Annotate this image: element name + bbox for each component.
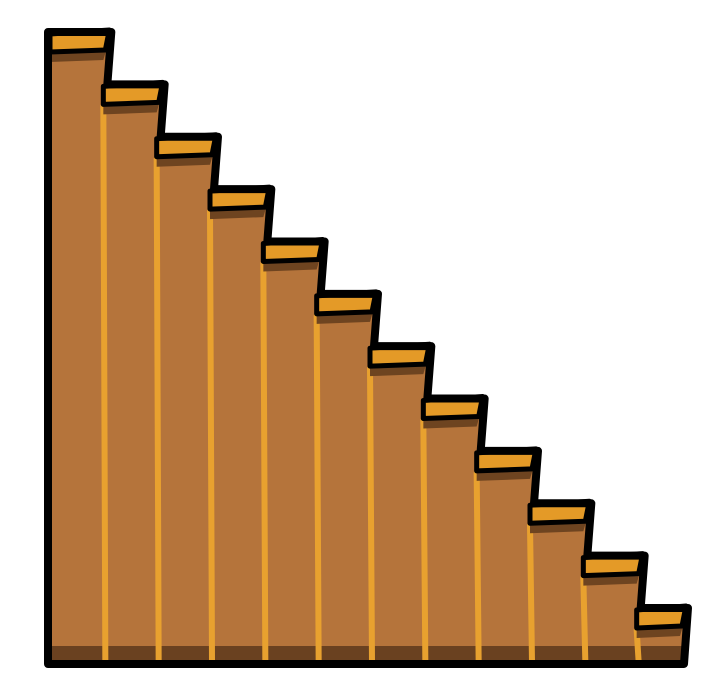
- step-line-7: [367, 365, 375, 665]
- step-line-2: [100, 103, 109, 665]
- step-line-11: [580, 574, 589, 665]
- step-line-5: [260, 260, 269, 665]
- base-shadow: [48, 646, 684, 664]
- staircase-outline: [44, 28, 692, 668]
- step-line-4: [207, 208, 215, 665]
- step-line-3: [153, 155, 162, 665]
- step-line-8: [420, 417, 429, 665]
- step-line-6: [313, 312, 322, 665]
- step-line-9: [473, 469, 482, 665]
- step-line-10: [527, 522, 535, 665]
